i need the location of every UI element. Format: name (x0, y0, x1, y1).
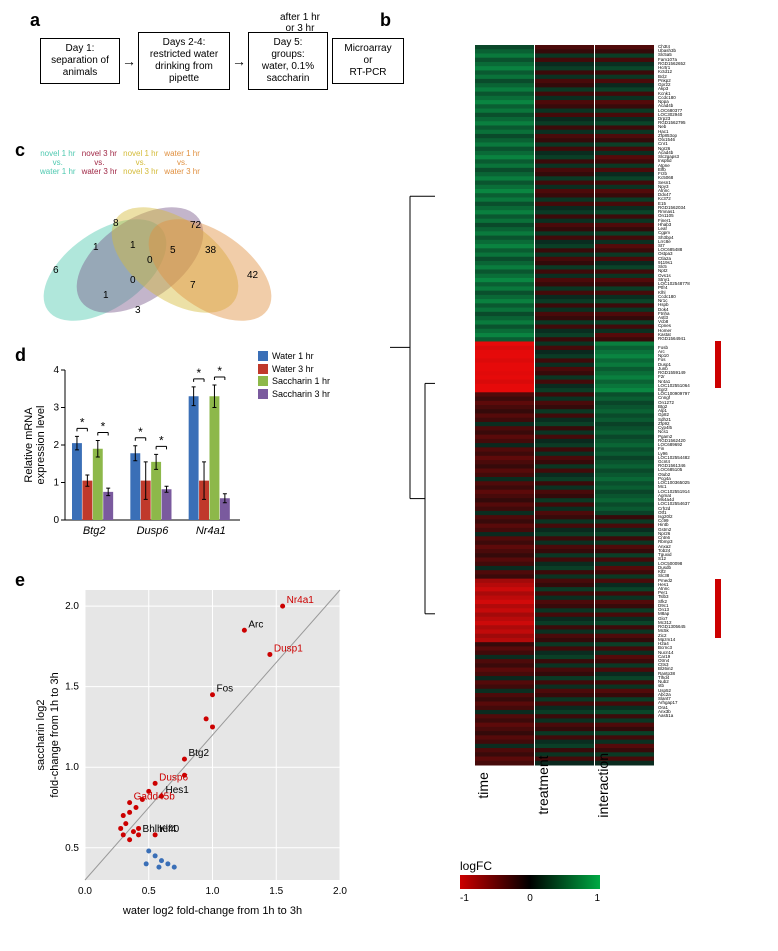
svg-text:1.0: 1.0 (206, 886, 220, 897)
flow-box-1: Day 1: separation of animals (40, 38, 120, 84)
svg-text:*: * (80, 415, 85, 429)
venn-count: 3 (135, 305, 141, 316)
heatmap-col-label: time (475, 753, 495, 818)
svg-text:0: 0 (527, 893, 533, 904)
venn-panel: novel 1 hrvs.water 1 hrnovel 3 hrvs.wate… (20, 150, 300, 340)
svg-text:Klf4: Klf4 (159, 824, 177, 835)
heatmap-col-label: treatment (535, 753, 555, 818)
svg-text:fold-change from 1h to 3h: fold-change from 1h to 3h (49, 672, 61, 797)
flow-box-2: Days 2-4: restricted water drinking from… (138, 32, 230, 90)
svg-text:Btg2: Btg2 (188, 748, 209, 759)
heatmap-col-label: interaction (595, 753, 615, 818)
venn-count: 38 (205, 245, 216, 256)
svg-text:3: 3 (53, 403, 59, 414)
svg-text:2.0: 2.0 (65, 601, 79, 612)
venn-legend-item: water 1 hrvs.water 3 hr (164, 150, 200, 176)
svg-text:*: * (217, 364, 222, 378)
svg-text:Btg2: Btg2 (83, 525, 106, 537)
svg-text:0: 0 (53, 515, 59, 526)
heatmap-col-labels: time treatment interaction (475, 753, 655, 818)
cluster-bar (715, 341, 721, 388)
svg-text:*: * (138, 425, 143, 439)
svg-text:1: 1 (594, 893, 600, 904)
svg-text:-1: -1 (460, 893, 469, 904)
venn-diagram: 6811001357238742 (35, 180, 285, 340)
venn-count: 7 (190, 280, 196, 291)
figure: a b c d e after 1 hr or 3 hr ↓ Day 1: se… (10, 10, 768, 941)
svg-text:Dusp6: Dusp6 (159, 772, 188, 783)
svg-text:1.0: 1.0 (65, 762, 79, 773)
label-a: a (30, 10, 40, 31)
label-b: b (380, 10, 391, 31)
legend-item: Saccharin 1 hr (258, 375, 330, 388)
svg-text:Arc: Arc (248, 619, 263, 630)
svg-text:2: 2 (53, 440, 59, 451)
svg-text:0.5: 0.5 (65, 843, 79, 854)
label-e: e (15, 570, 25, 591)
svg-text:saccharin log2: saccharin log2 (35, 700, 47, 771)
scatter-plot: 0.0 0.5 1.0 1.5 2.0 0.5 1.0 1.5 2.0 water log2 fo… (30, 580, 350, 920)
venn-legend-item: novel 3 hrvs.water 3 hr (82, 150, 118, 176)
svg-text:Nr4a1: Nr4a1 (196, 525, 226, 537)
svg-text:*: * (101, 420, 106, 434)
svg-text:Dusp1: Dusp1 (274, 643, 303, 654)
cluster-bar (715, 579, 721, 638)
venn-count: 6 (53, 265, 59, 276)
svg-text:Fos: Fos (217, 684, 234, 695)
flow-diagram: Day 1: separation of animals → Days 2-4:… (40, 32, 404, 90)
scale-label: logFC (460, 859, 600, 873)
arrow-icon: → (230, 53, 248, 69)
heatmap-scale: logFC -1 0 1 (460, 859, 600, 910)
venn-count: 5 (170, 245, 176, 256)
venn-count: 1 (103, 290, 109, 301)
svg-text:0.5: 0.5 (142, 886, 156, 897)
legend-item: Water 3 hr (258, 363, 330, 376)
venn-count: 0 (130, 275, 136, 286)
flow-box-3: Day 5: groups: water, 0.1% saccharin (248, 32, 328, 90)
svg-text:2.0: 2.0 (333, 886, 347, 897)
svg-text:*: * (159, 433, 164, 447)
arrow-icon: → (120, 53, 138, 69)
venn-count: 0 (147, 255, 153, 266)
legend-item: Water 1 hr (258, 350, 330, 363)
flow-top-text: after 1 hr or 3 hr (265, 12, 335, 34)
svg-text:4: 4 (53, 365, 59, 376)
svg-text:Relative mRNA: Relative mRNA (23, 407, 35, 483)
bar-legend: Water 1 hrWater 3 hrSaccharin 1 hrSaccha… (258, 350, 330, 400)
heatmap: Ch3t4Ubash3bSlc5a5Fam107aRGD1562652Hcrtr… (380, 30, 750, 910)
venn-count: 72 (190, 220, 201, 231)
venn-count: 1 (93, 242, 99, 253)
venn-count: 8 (113, 218, 119, 229)
svg-text:*: * (196, 366, 201, 380)
venn-count: 1 (130, 240, 136, 251)
svg-text:Nr4a1: Nr4a1 (287, 595, 315, 606)
svg-text:1.5: 1.5 (65, 682, 79, 693)
venn-legend: novel 1 hrvs.water 1 hrnovel 3 hrvs.wate… (40, 150, 300, 176)
gene-labels: Ch3t4Ubash3bSlc5a5Fam107aRGD1562652Hcrtr… (658, 45, 690, 718)
svg-text:1: 1 (53, 478, 59, 489)
venn-legend-item: novel 1 hrvs.water 1 hr (40, 150, 76, 176)
bar-chart: 0 1 2 3 4 Relative mRNAexpression level Btg2 Du… (20, 350, 320, 550)
legend-item: Saccharin 3 hr (258, 388, 330, 401)
svg-text:Dusp6: Dusp6 (137, 525, 170, 537)
svg-text:water log2 fold-change from 1h: water log2 fold-change from 1h to 3h (122, 905, 302, 917)
venn-count: 42 (247, 270, 258, 281)
svg-text:0.0: 0.0 (78, 886, 92, 897)
svg-text:expression level: expression level (35, 406, 47, 485)
svg-text:1.5: 1.5 (269, 886, 283, 897)
venn-legend-item: novel 1 hrvs.novel 3 hr (123, 150, 158, 176)
svg-text:Gadd45b: Gadd45b (134, 792, 176, 803)
